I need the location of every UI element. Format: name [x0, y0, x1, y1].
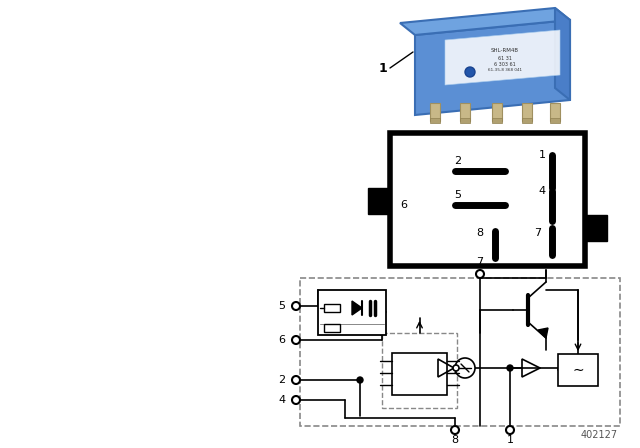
Circle shape — [292, 376, 300, 384]
Bar — [460, 103, 470, 121]
Circle shape — [292, 302, 300, 310]
Circle shape — [357, 377, 363, 383]
Bar — [382, 333, 457, 408]
Circle shape — [292, 336, 300, 344]
Text: 8: 8 — [476, 228, 484, 238]
Text: 8: 8 — [451, 435, 459, 445]
Text: 6: 6 — [278, 335, 285, 345]
Text: 6: 6 — [401, 200, 408, 210]
Bar — [324, 304, 340, 312]
Text: 2: 2 — [278, 375, 285, 385]
Text: SHL-RM4B: SHL-RM4B — [491, 47, 519, 52]
Bar — [430, 118, 440, 123]
Polygon shape — [400, 8, 570, 35]
Text: 4: 4 — [278, 395, 285, 405]
Bar — [522, 103, 532, 121]
Text: 6 303 61: 6 303 61 — [494, 61, 516, 66]
Text: ∼: ∼ — [572, 363, 584, 377]
Text: 61 31: 61 31 — [498, 56, 512, 60]
Polygon shape — [415, 20, 570, 115]
Circle shape — [453, 365, 459, 371]
Text: 4: 4 — [538, 186, 545, 196]
Polygon shape — [445, 30, 560, 85]
Bar — [585, 215, 607, 241]
Bar — [324, 324, 340, 332]
Bar — [390, 133, 585, 266]
Circle shape — [451, 426, 459, 434]
Text: 7: 7 — [534, 228, 541, 238]
Circle shape — [292, 396, 300, 404]
Circle shape — [507, 365, 513, 371]
Polygon shape — [555, 8, 570, 100]
Text: 5: 5 — [454, 190, 461, 200]
Polygon shape — [352, 301, 362, 315]
Circle shape — [455, 358, 475, 378]
Text: 7: 7 — [476, 257, 484, 267]
Circle shape — [465, 67, 475, 77]
Bar — [492, 118, 502, 123]
Bar — [522, 118, 532, 123]
Circle shape — [506, 426, 514, 434]
Bar — [430, 103, 440, 121]
Text: 61-35-8 368 041: 61-35-8 368 041 — [488, 68, 522, 72]
Text: 2: 2 — [454, 156, 461, 166]
Bar — [550, 118, 560, 123]
Bar — [392, 353, 447, 395]
Bar — [300, 278, 620, 426]
Polygon shape — [538, 328, 548, 338]
Text: 1: 1 — [538, 150, 545, 160]
Text: 402127: 402127 — [581, 430, 618, 440]
Text: 5: 5 — [278, 301, 285, 311]
Circle shape — [476, 270, 484, 278]
Bar — [460, 118, 470, 123]
Bar — [550, 103, 560, 121]
Text: 1: 1 — [379, 61, 387, 74]
Text: 1: 1 — [506, 435, 513, 445]
Bar — [318, 290, 386, 335]
Bar — [492, 103, 502, 121]
Bar — [368, 188, 390, 214]
Bar — [558, 354, 598, 386]
